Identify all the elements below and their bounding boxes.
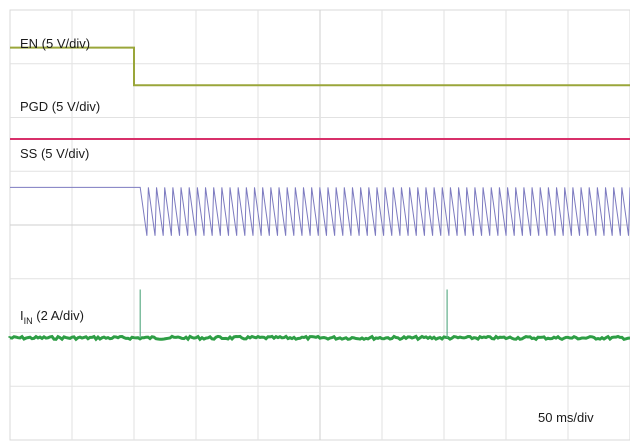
timebase-label: 50 ms/div [538, 410, 594, 425]
iin-trace [8, 334, 630, 342]
iin-trace-label: IIN (2 A/div) [20, 308, 84, 326]
pgd-trace-label: PGD (5 V/div) [20, 99, 100, 114]
traces [8, 46, 630, 342]
grid [9, 9, 630, 441]
ss-trace [10, 186, 630, 236]
iin-label-subscript: IN [24, 316, 33, 326]
en-trace-label: EN (5 V/div) [20, 36, 90, 51]
ss-trace-label: SS (5 V/div) [20, 146, 89, 161]
iin-label-rest: (2 A/div) [33, 308, 84, 323]
iin-label-main: I [20, 308, 24, 323]
en-trace [10, 46, 630, 87]
